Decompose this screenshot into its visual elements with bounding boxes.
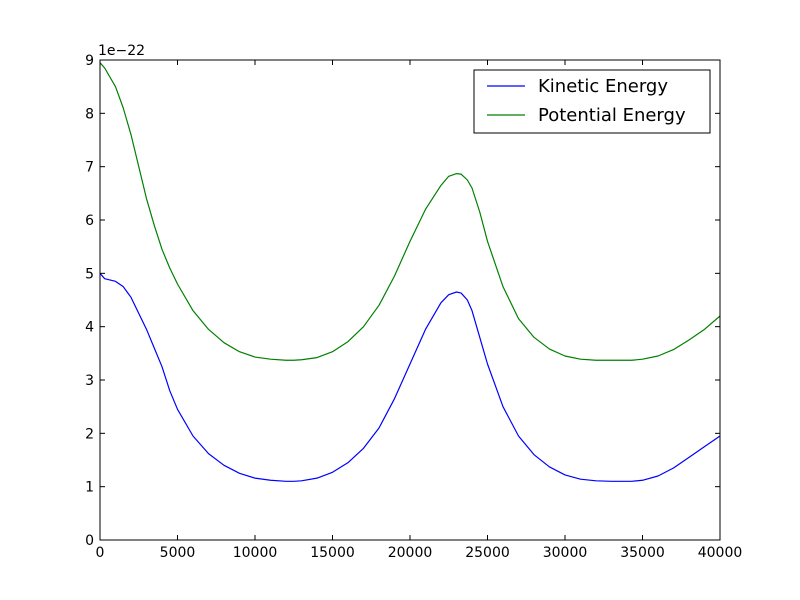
y-tick-label: 1 [85,480,94,496]
y-tick-label: 4 [85,320,94,336]
plot-frame [99,59,721,541]
x-tick-label: 15000 [310,545,355,561]
x-tick-label: 35000 [620,545,665,561]
legend: Kinetic Energy Potential Energy [473,69,711,134]
plot-background [100,60,720,540]
x-tick-label: 0 [96,545,105,561]
legend-label: Potential Energy [538,105,686,126]
legend-label: Kinetic Energy [538,76,668,97]
x-tick-label: 25000 [465,545,510,561]
y-tick-label: 7 [85,160,94,176]
x-tick-label: 5000 [160,545,196,561]
y-tick-label: 3 [85,373,94,389]
y-tick-label: 9 [85,53,94,69]
legend-box [473,69,711,134]
y-tick-label: 8 [85,106,94,122]
series-line-potential-energy [99,62,721,361]
x-tick-label: 20000 [388,545,433,561]
x-tick-label: 40000 [698,545,743,561]
axis-ticks: 0 5000 10000 15000 20000 25000 30000 35000 40000… [85,53,742,561]
series-line-kinetic-energy [99,272,721,482]
y-tick-label: 5 [85,266,94,282]
x-tick-label: 10000 [233,545,278,561]
y-tick-label: 6 [85,213,94,229]
y-offset-text: 1e−22 [98,43,145,59]
y-tick-label: 0 [85,533,94,549]
y-tick-label: 2 [85,426,94,442]
chart-marks [99,62,721,482]
x-tick-label: 30000 [543,545,588,561]
